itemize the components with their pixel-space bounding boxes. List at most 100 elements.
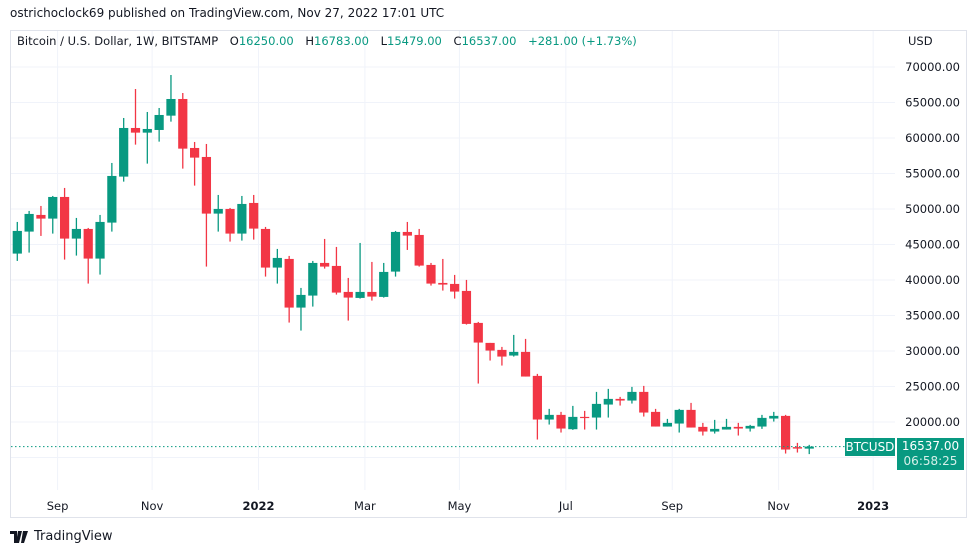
candle-down (639, 385, 649, 417)
candle-body (438, 282, 448, 285)
close-label: C (453, 34, 462, 48)
candle-down (520, 338, 531, 377)
candle-down (59, 187, 70, 260)
candle-body (379, 271, 389, 297)
grid-lines (11, 31, 895, 490)
candle-body (603, 398, 613, 405)
brand-name: TradingView (34, 529, 113, 544)
candle-body (721, 426, 732, 430)
candle-body (627, 391, 637, 401)
candle-up (662, 418, 672, 427)
candle-down (260, 226, 271, 277)
candle-up (107, 162, 117, 232)
candle-body (544, 414, 554, 420)
open-value: 16250.00 (238, 34, 294, 48)
candle-body (225, 208, 235, 234)
candle-up (591, 391, 602, 430)
candle-body (355, 291, 365, 298)
candle-body (249, 202, 259, 229)
candle-up (12, 221, 22, 261)
candle-body (509, 351, 519, 356)
candle-body (284, 258, 294, 308)
price-tick-label: 20000.00 (905, 415, 960, 429)
candle-body (686, 409, 696, 428)
candle-down (733, 422, 743, 436)
candle-body (450, 283, 460, 292)
price-tick-label: 65000.00 (905, 96, 960, 110)
candle-body (556, 414, 566, 429)
candle-down (130, 88, 141, 145)
candle-down (580, 410, 590, 430)
candle-up (213, 194, 223, 232)
candle-body (568, 416, 578, 430)
candle-down (284, 255, 294, 323)
time-tick-label: Nov (141, 499, 164, 513)
high-value: 16783.00 (314, 34, 369, 48)
time-tick-label: May (448, 499, 472, 513)
candle-body (497, 349, 507, 357)
candle-body (320, 262, 330, 267)
candle-up (603, 388, 613, 418)
candle-body (414, 234, 424, 266)
publish-info: ostrichoclock69 published on TradingView… (10, 6, 445, 20)
candle-body (580, 416, 590, 419)
candle-up (95, 214, 105, 275)
candle-body (662, 422, 672, 427)
candle-down (485, 342, 495, 361)
price-tick-label: 25000.00 (905, 380, 960, 394)
time-axis: Sep Nov 2022 Mar May Jul Sep Nov 2023 (47, 499, 889, 513)
candle-body (402, 231, 412, 236)
candle-up (237, 195, 247, 241)
candle-body (190, 147, 200, 158)
candle-down (367, 261, 377, 301)
candle-down (686, 402, 696, 428)
price-tick-label: 40000.00 (905, 273, 960, 287)
candle-down (438, 258, 448, 291)
candle-body (591, 403, 602, 418)
candle-down (83, 227, 93, 284)
candle-down (615, 396, 625, 406)
candle-body (107, 175, 117, 223)
candles (12, 74, 814, 455)
change-value: +281.00 (+1.73%) (528, 34, 637, 48)
candle-up (355, 242, 365, 299)
candle-up (544, 408, 554, 425)
candle-down (473, 321, 483, 384)
candle-up (154, 107, 164, 142)
candle-body (59, 196, 70, 239)
candle-down (426, 262, 436, 286)
candle-down (178, 92, 188, 169)
candle-body (390, 231, 401, 272)
chart-frame (10, 30, 967, 518)
candle-body (331, 265, 342, 293)
candle-up (166, 74, 176, 122)
candle-down (402, 221, 412, 250)
footer-brand[interactable]: TradingView (10, 529, 113, 544)
last-price-box: 16537.00 06:58:25 (897, 438, 964, 470)
candle-body (485, 342, 495, 351)
candle-body (130, 127, 141, 133)
candle-body (213, 208, 223, 214)
candle-body (95, 221, 105, 259)
candle-body (83, 228, 93, 259)
candle-down (781, 414, 791, 454)
candle-up (272, 248, 282, 284)
candle-up (48, 195, 58, 234)
candle-body (757, 417, 767, 427)
time-tick-label: 2023 (857, 499, 889, 513)
candle-up (142, 111, 152, 164)
candle-down (249, 194, 259, 240)
candle-body (343, 291, 353, 298)
time-tick-label: Sep (661, 499, 683, 513)
low-label: L (380, 34, 387, 48)
candle-down (320, 238, 330, 269)
close-value: 16537.00 (461, 34, 517, 48)
candle-down (331, 246, 342, 295)
candle-body (201, 156, 212, 214)
candle-body (48, 196, 58, 219)
candle-body (166, 98, 176, 116)
candle-body (532, 375, 542, 420)
tradingview-logo-icon (10, 530, 28, 543)
high-label: H (305, 34, 315, 48)
